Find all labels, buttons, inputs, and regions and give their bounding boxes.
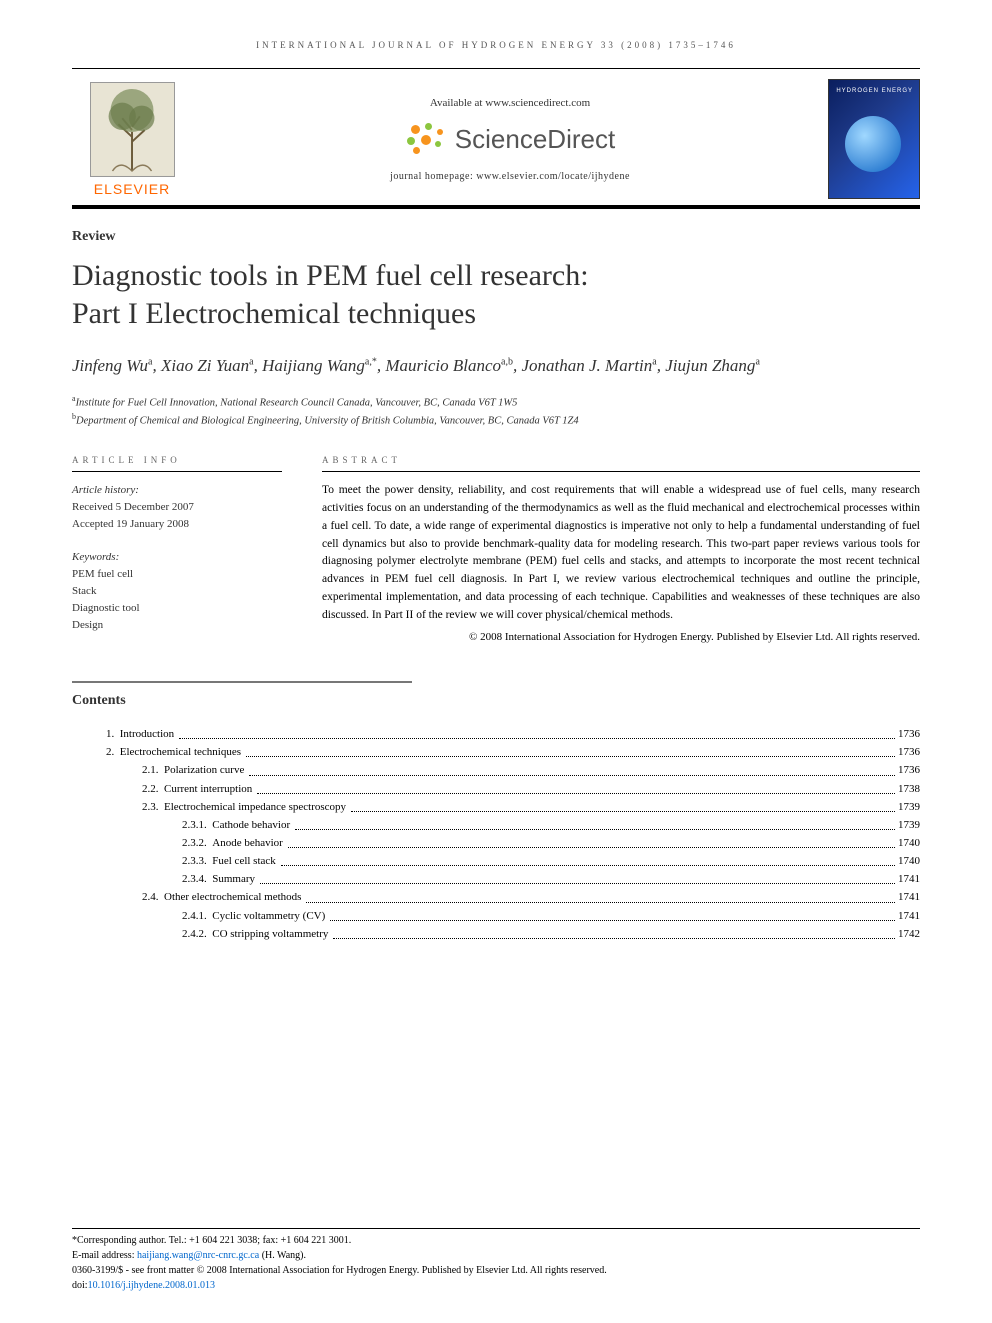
toc-leader-dots — [330, 903, 895, 921]
toc-number: 2.3. — [72, 798, 164, 816]
article-info-block: Article history: Received 5 December 200… — [72, 482, 282, 634]
doi-link[interactable]: 10.1016/j.ijhydene.2008.01.013 — [88, 1280, 216, 1291]
author-list: Jinfeng Wua, Xiao Zi Yuana, Haijiang Wan… — [72, 354, 920, 379]
copyright-line: © 2008 International Association for Hyd… — [322, 629, 920, 646]
email-suffix: (H. Wang). — [259, 1250, 306, 1261]
doi-prefix: doi: — [72, 1280, 88, 1291]
title-line-2: Part I Electrochemical techniques — [72, 297, 476, 330]
affiliation-a-text: Institute for Fuel Cell Innovation, Nati… — [76, 397, 518, 408]
toc-row: 2.4.2. CO stripping voltammetry 1742 — [72, 925, 920, 943]
toc-number: 1. — [72, 725, 120, 743]
article-info-heading: ARTICLE INFO — [72, 455, 282, 472]
toc-label: Current interruption — [164, 780, 254, 798]
journal-homepage-line: journal homepage: www.elsevier.com/locat… — [212, 171, 808, 182]
abstract-column: ABSTRACT To meet the power density, reli… — [322, 455, 920, 645]
toc-label: Cathode behavior — [212, 816, 292, 834]
sciencedirect-logo: ScienceDirect — [405, 123, 615, 157]
table-of-contents: 1. Introduction 1736 2. Electrochemical t… — [72, 725, 920, 943]
toc-leader-dots — [306, 884, 895, 902]
email-prefix: E-mail address: — [72, 1250, 137, 1261]
journal-header-band: ELSEVIER Available at www.sciencedirect.… — [72, 68, 920, 209]
toc-page: 1742 — [898, 925, 920, 943]
toc-leader-dots — [351, 794, 895, 812]
author-email-link[interactable]: haijiang.wang@nrc-cnrc.gc.ca — [137, 1250, 259, 1261]
toc-leader-dots — [249, 757, 895, 775]
article-type-label: Review — [72, 229, 920, 245]
elsevier-tree-icon — [90, 82, 175, 177]
running-head: INTERNATIONAL JOURNAL OF HYDROGEN ENERGY… — [72, 40, 920, 50]
toc-page: 1739 — [898, 816, 920, 834]
toc-page: 1740 — [898, 834, 920, 852]
toc-number: 2.1. — [72, 761, 164, 779]
sciencedirect-wordmark: ScienceDirect — [455, 124, 615, 155]
toc-number: 2.4.1. — [72, 907, 212, 925]
cover-title-text: HYDROGEN ENERGY — [835, 88, 913, 96]
toc-number: 2.3.3. — [72, 852, 212, 870]
toc-leader-dots — [295, 812, 895, 830]
toc-label: Summary — [212, 870, 257, 888]
journal-cover-thumbnail: HYDROGEN ENERGY — [828, 79, 920, 199]
toc-leader-dots — [260, 866, 895, 884]
toc-leader-dots — [288, 830, 895, 848]
received-date: Received 5 December 2007 — [72, 499, 282, 516]
article-title: Diagnostic tools in PEM fuel cell resear… — [72, 257, 920, 332]
info-abstract-row: ARTICLE INFO Article history: Received 5… — [72, 455, 920, 645]
toc-page: 1741 — [898, 907, 920, 925]
toc-number: 2.4. — [72, 888, 164, 906]
elsevier-logo-block: ELSEVIER — [72, 82, 192, 197]
toc-page: 1741 — [898, 888, 920, 906]
toc-label: Polarization curve — [164, 761, 246, 779]
abstract-text: To meet the power density, reliability, … — [322, 482, 920, 625]
toc-number: 2. — [72, 743, 120, 761]
toc-label: Electrochemical techniques — [120, 743, 243, 761]
toc-number: 2.4.2. — [72, 925, 212, 943]
front-matter-line: 0360-3199/$ - see front matter © 2008 In… — [72, 1263, 920, 1278]
keyword-item: PEM fuel cell — [72, 566, 282, 583]
article-info-column: ARTICLE INFO Article history: Received 5… — [72, 455, 282, 645]
abstract-heading: ABSTRACT — [322, 455, 920, 472]
keyword-item: Diagnostic tool — [72, 600, 282, 617]
toc-label: Other electrochemical methods — [164, 888, 303, 906]
toc-leader-dots — [281, 848, 895, 866]
affiliation-b-text: Department of Chemical and Biological En… — [76, 415, 579, 426]
corresponding-author-note: *Corresponding author. Tel.: +1 604 221 … — [72, 1233, 920, 1248]
affiliation-a: aInstitute for Fuel Cell Innovation, Nat… — [72, 393, 920, 411]
toc-page: 1736 — [898, 761, 920, 779]
keyword-item: Design — [72, 617, 282, 634]
toc-label: CO stripping voltammetry — [212, 925, 330, 943]
keyword-item: Stack — [72, 583, 282, 600]
available-at-line: Available at www.sciencedirect.com — [212, 97, 808, 109]
email-line: E-mail address: haijiang.wang@nrc-cnrc.g… — [72, 1248, 920, 1263]
toc-page: 1740 — [898, 852, 920, 870]
sciencedirect-dots-icon — [405, 123, 449, 157]
elsevier-wordmark: ELSEVIER — [94, 181, 170, 197]
toc-page: 1741 — [898, 870, 920, 888]
toc-number: 2.2. — [72, 780, 164, 798]
affiliations: aInstitute for Fuel Cell Innovation, Nat… — [72, 393, 920, 430]
toc-page: 1739 — [898, 798, 920, 816]
toc-number: 2.3.4. — [72, 870, 212, 888]
doi-line: doi:10.1016/j.ijhydene.2008.01.013 — [72, 1278, 920, 1293]
footnotes: *Corresponding author. Tel.: +1 604 221 … — [72, 1228, 920, 1293]
accepted-date: Accepted 19 January 2008 — [72, 516, 282, 533]
cover-globe-icon — [845, 116, 901, 172]
keywords-label: Keywords: — [72, 549, 282, 566]
toc-page: 1736 — [898, 743, 920, 761]
affiliation-b: bDepartment of Chemical and Biological E… — [72, 411, 920, 429]
toc-leader-dots — [257, 776, 895, 794]
toc-page: 1738 — [898, 780, 920, 798]
toc-number: 2.3.2. — [72, 834, 212, 852]
toc-leader-dots — [246, 739, 895, 757]
title-line-1: Diagnostic tools in PEM fuel cell resear… — [72, 259, 589, 292]
toc-label: Anode behavior — [212, 834, 285, 852]
article-history-label: Article history: — [72, 482, 282, 499]
contents-heading: Contents — [72, 681, 412, 709]
toc-label: Introduction — [120, 725, 176, 743]
toc-leader-dots — [179, 721, 895, 739]
toc-label: Cyclic voltammetry (CV) — [212, 907, 327, 925]
toc-leader-dots — [333, 921, 895, 939]
header-center: Available at www.sciencedirect.com Scien… — [192, 97, 828, 182]
toc-number: 2.3.1. — [72, 816, 212, 834]
toc-page: 1736 — [898, 725, 920, 743]
